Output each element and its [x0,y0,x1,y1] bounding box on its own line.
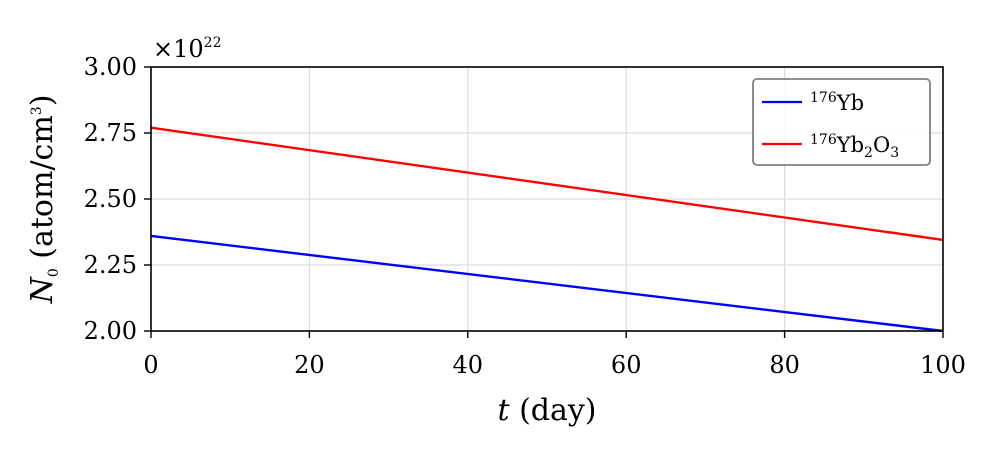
series-line-0 [150,234,944,333]
x-tick-label: 40 [453,351,484,379]
x-tick-label: 60 [611,351,642,379]
y-axis-ticks: 2.00 2.25 2.50 2.75 3.00 [84,53,151,345]
y-tick-label: 2.25 [84,251,137,279]
series-line-1 [150,126,944,242]
legend-yb2o3-mid: O [873,133,890,157]
y-multiplier-exponent: 22 [204,35,222,51]
legend-yb-base: Yb [836,91,864,115]
y-tick-label: 2.00 [84,317,137,345]
y-axis-multiplier: ×1022 [153,35,221,63]
legend-yb2o3-superscript: 176 [810,132,837,148]
y-tick-label: 3.00 [84,53,137,81]
y-axis-label-unit-close: ) [25,95,60,107]
y-axis-label-unit: (atom/cm [25,115,60,268]
x-axis-label-unit: (day) [510,393,597,428]
grid-lines [151,67,943,331]
legend: 176Yb 176Yb2O3 [752,78,931,166]
y-tick-label: 2.75 [84,119,137,147]
x-tick-label: 20 [294,351,325,379]
legend-label-yb2o3: 176Yb2O3 [810,132,899,161]
legend-label-yb: 176Yb [810,90,864,115]
legend-yb2o3-subscript-1: 2 [864,145,873,161]
y-axis-label-variable: N [25,275,60,304]
y-tick-label: 2.50 [84,185,137,213]
legend-yb-superscript: 176 [810,90,837,106]
legend-yb2o3-base: Yb [836,133,864,157]
y-multiplier-base: ×10 [153,35,204,63]
x-tick-label: 80 [769,351,800,379]
y-axis-label-subscript: 0 [46,268,62,277]
y-axis-label-unit-superscript: 3 [29,106,45,115]
y-axis-label: N0 (atom/cm3) [25,95,62,305]
x-axis-label: t (day) [497,393,596,428]
legend-yb2o3-subscript-2: 3 [890,145,899,161]
x-axis-label-variable: t [497,393,510,428]
series-lines [150,126,944,333]
x-tick-label: 0 [143,351,158,379]
x-axis-ticks: 0 20 40 60 80 100 [143,331,966,379]
x-tick-label: 100 [920,351,966,379]
